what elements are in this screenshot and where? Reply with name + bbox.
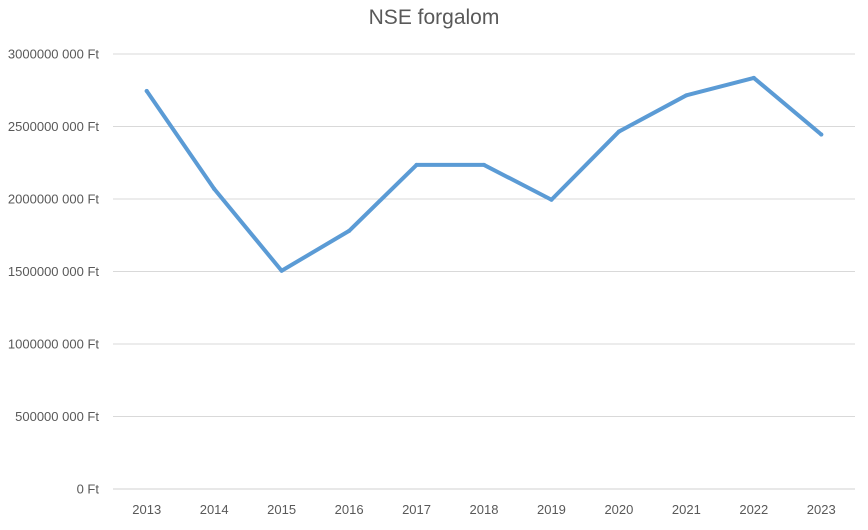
x-tick-label: 2013	[132, 502, 161, 517]
data-point	[482, 162, 486, 167]
x-tick-label: 2020	[604, 502, 633, 517]
chart-title: NSE forgalom	[368, 6, 500, 29]
data-point	[549, 197, 554, 202]
x-tick-label: 2022	[739, 502, 768, 517]
data-point	[684, 93, 689, 98]
x-tick-label: 2015	[267, 502, 296, 517]
y-tick-label: 1500000 000 Ft	[8, 264, 99, 279]
data-point	[347, 228, 352, 233]
x-tick-label: 2021	[672, 502, 701, 517]
data-point	[212, 186, 217, 191]
y-tick-label: 2500000 000 Ft	[8, 119, 99, 134]
data-point	[414, 162, 419, 167]
data-point	[144, 88, 149, 93]
series-line	[144, 75, 824, 273]
x-tick-label: 2017	[402, 502, 431, 517]
y-tick-label: 0 Ft	[77, 482, 100, 497]
y-tick-label: 1000000 000 Ft	[8, 337, 99, 352]
x-tick-label: 2019	[537, 502, 566, 517]
x-tick-label: 2014	[200, 502, 229, 517]
x-tick-label: 2018	[470, 502, 499, 517]
x-tick-label: 2023	[807, 502, 836, 517]
x-tick-label: 2016	[335, 502, 364, 517]
y-tick-label: 500000 000 Ft	[15, 409, 99, 424]
data-point	[616, 129, 621, 134]
data-point	[819, 132, 824, 137]
y-tick-label: 2000000 000 Ft	[8, 192, 99, 207]
data-point	[279, 268, 284, 273]
data-point	[751, 75, 756, 80]
y-tick-label: 3000000 000 Ft	[8, 47, 99, 62]
